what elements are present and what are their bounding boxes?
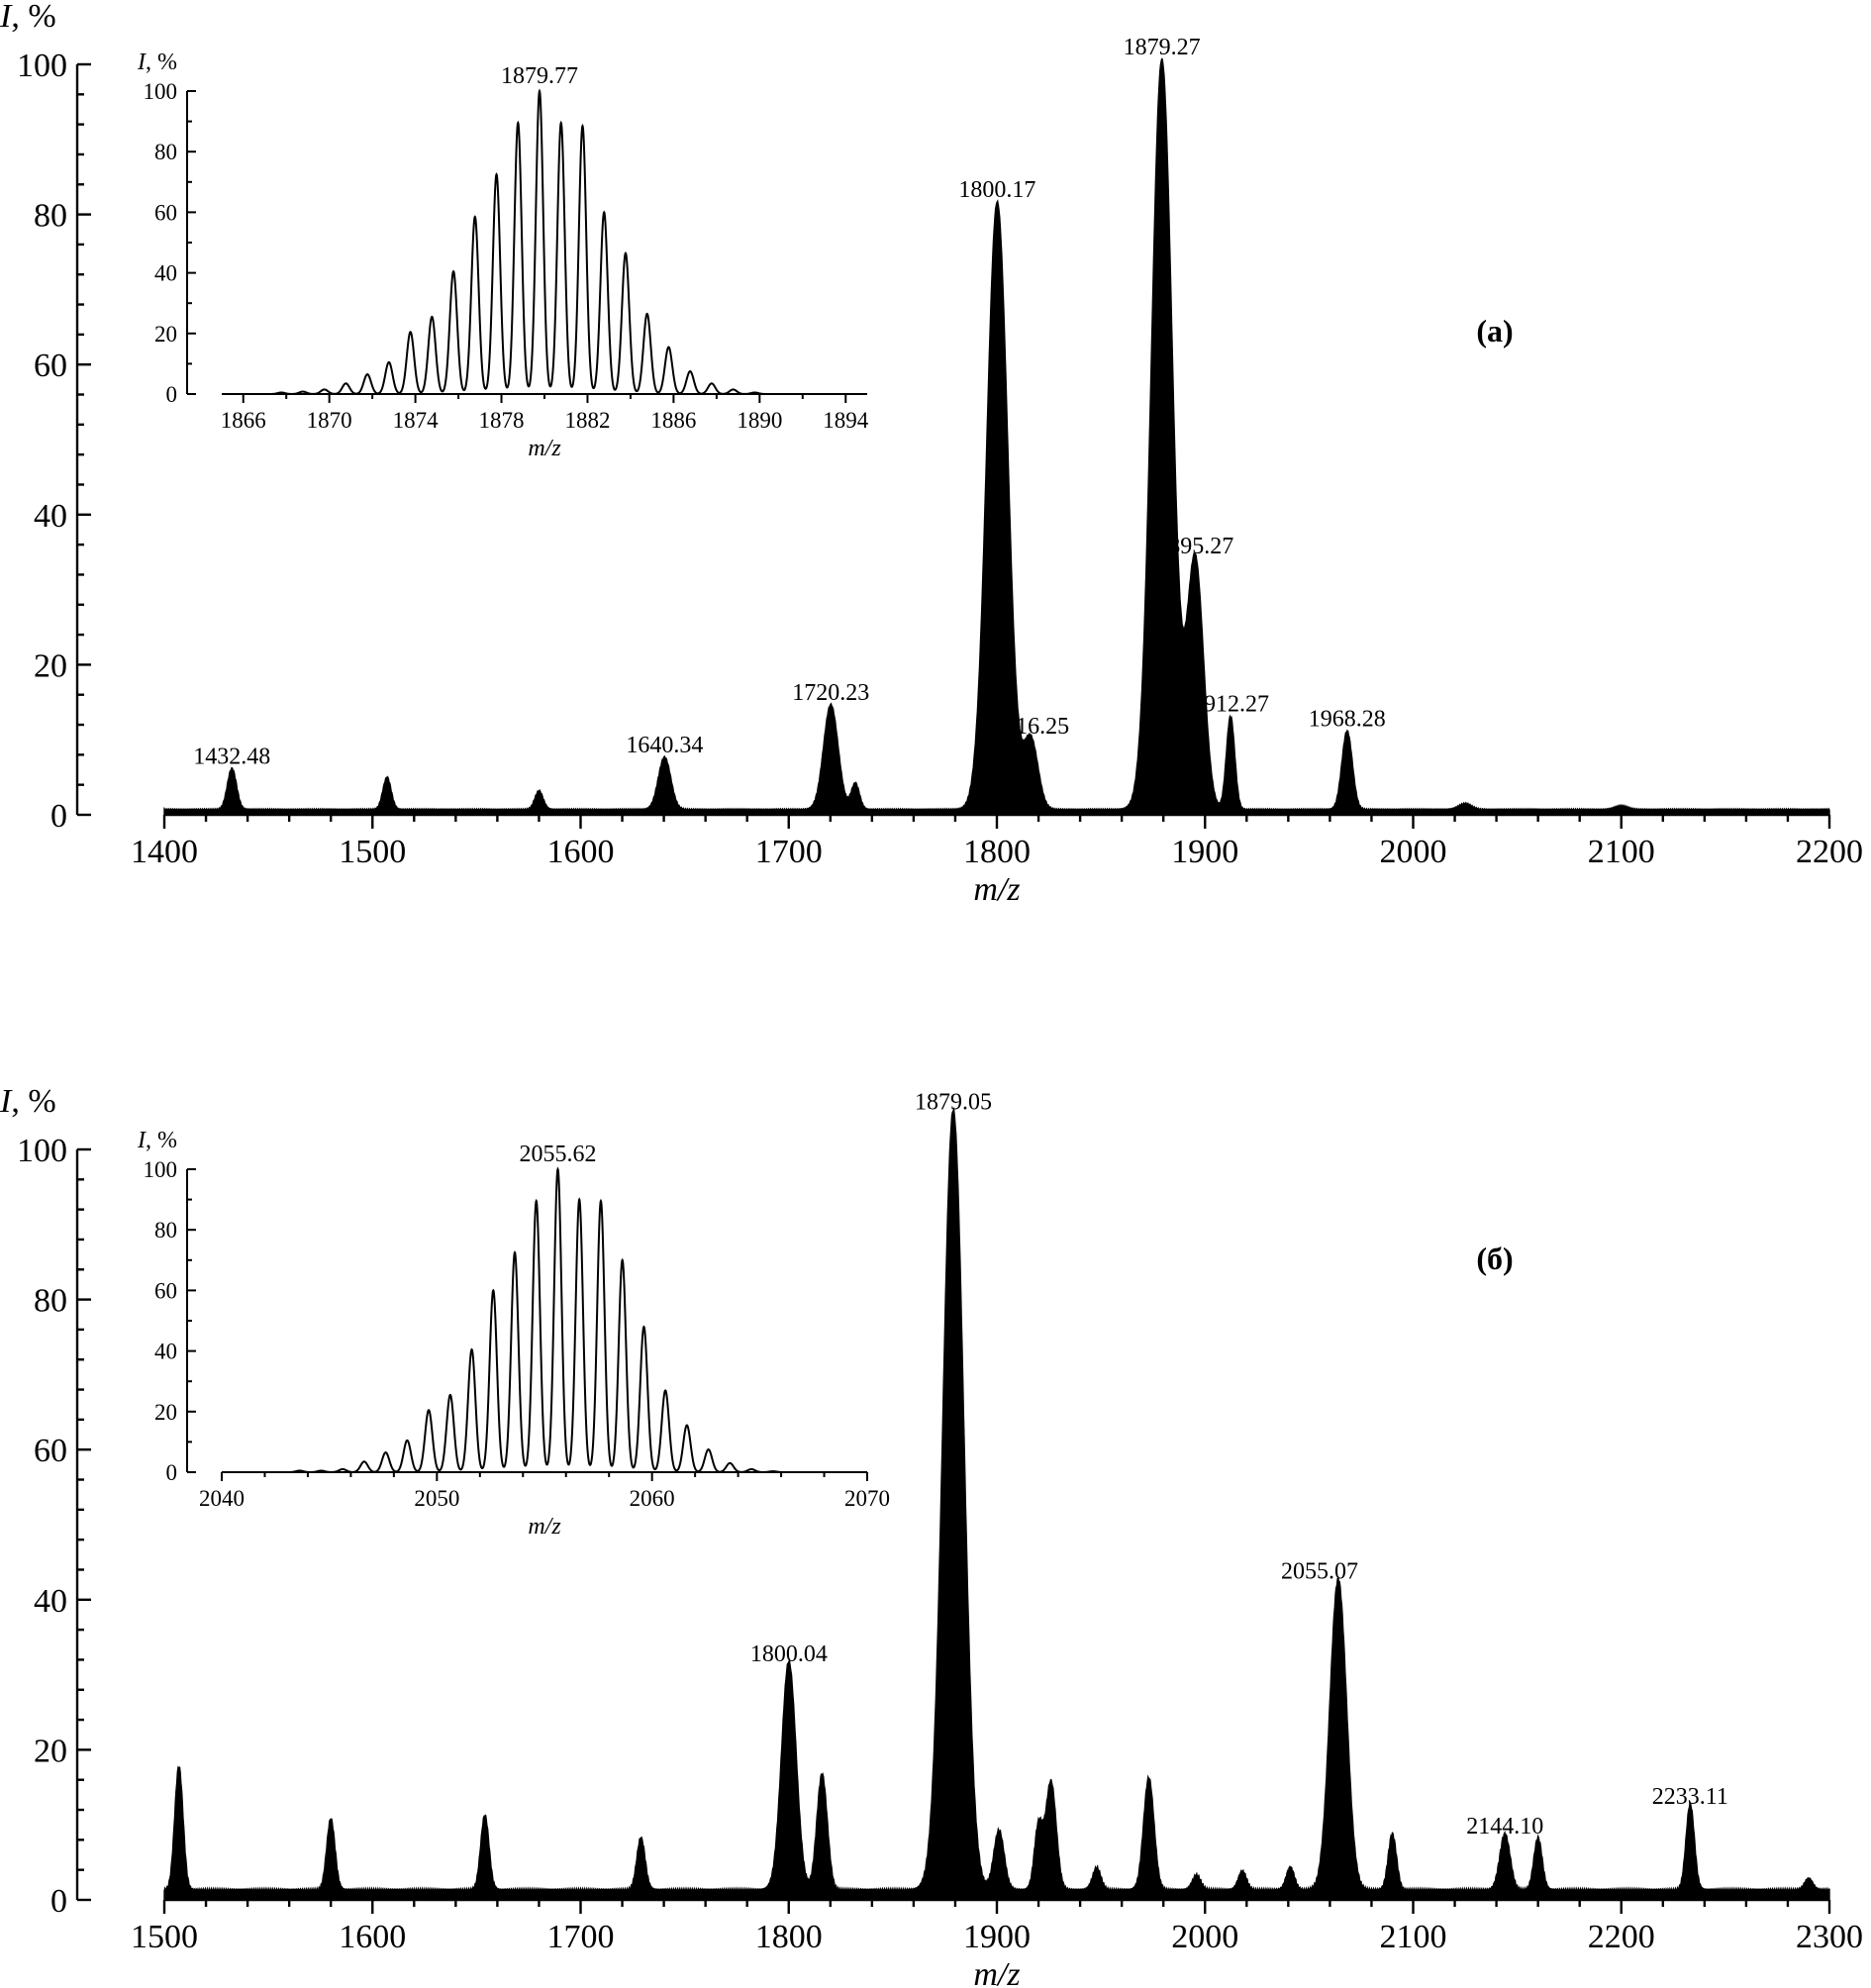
b_main-y-tick-label: 80 xyxy=(34,1283,67,1320)
a_inset-x-tick-label: 1886 xyxy=(650,408,696,433)
b_inset-isotope-series xyxy=(222,1166,867,1473)
a_main-y-tick-label: 20 xyxy=(34,647,67,684)
b_main-y-tick-label: 20 xyxy=(34,1733,67,1769)
a_inset-top-peak-label: 1879.77 xyxy=(501,63,578,89)
b_main-peak-label: 1879.05 xyxy=(915,1090,992,1116)
a_main-peak-label: 1816.25 xyxy=(992,714,1069,740)
a_main-x-tick-label: 1500 xyxy=(339,834,406,870)
a_main-peak-label: 1895.27 xyxy=(1156,534,1233,559)
a_inset-y-tick-label: 100 xyxy=(144,79,178,104)
a_inset-x-tick-label: 1866 xyxy=(221,408,266,433)
b_main-x-tick-label: 1700 xyxy=(547,1919,615,1955)
a_main-x-tick-label: 1700 xyxy=(755,834,823,870)
b_inset-y-axis-label-unit: , % xyxy=(146,1128,177,1153)
b_main-x-tick-label: 1800 xyxy=(755,1919,823,1955)
a_main-y-tick-label: 100 xyxy=(17,48,67,84)
a_main-peak-label: 1879.27 xyxy=(1124,35,1201,60)
b_inset-y-tick-label: 0 xyxy=(166,1460,178,1485)
a_main-peak-label: 1800.17 xyxy=(958,177,1035,203)
a_inset-x-tick-label: 1882 xyxy=(564,408,610,433)
a_main-peak-label: 1968.28 xyxy=(1309,706,1386,732)
a_main-y-tick-label: 40 xyxy=(34,498,67,535)
a_main-x-tick-label: 1800 xyxy=(963,834,1031,870)
a_inset-isotope-series xyxy=(222,88,867,395)
a_inset-y-tick-label: 0 xyxy=(166,382,178,407)
a_main-peak-label: 1432.48 xyxy=(193,744,270,769)
b_inset-x-tick-label: 2040 xyxy=(199,1486,245,1511)
b_main-x-tick-label: 2300 xyxy=(1796,1919,1863,1955)
b_main-peak-label: 2055.07 xyxy=(1281,1558,1358,1584)
b_main-y-axis-label-unit: , % xyxy=(11,1083,55,1120)
b_inset-y-tick-label: 80 xyxy=(154,1218,177,1242)
a_main-y-axis-label-unit: , % xyxy=(11,0,55,35)
a_inset-y-tick-label: 60 xyxy=(154,200,177,225)
a_inset-y-axis-label-unit: , % xyxy=(146,50,177,75)
b_inset-x-tick-label: 2070 xyxy=(844,1486,890,1511)
a_inset-x-axis-label: m/z xyxy=(528,436,561,461)
a_inset-x-tick-label: 1870 xyxy=(307,408,352,433)
a_main-peak-label: 1912.27 xyxy=(1192,691,1269,717)
b_main-x-tick-label: 2100 xyxy=(1380,1919,1447,1955)
a_main-peak-label: 1640.34 xyxy=(626,733,703,758)
b_inset-y-tick-label: 60 xyxy=(154,1278,177,1303)
b_main-y-tick-label: 100 xyxy=(17,1133,67,1169)
a_inset-x-tick-label: 1874 xyxy=(393,408,440,433)
b_main-x-tick-label: 1900 xyxy=(963,1919,1031,1955)
a_main-peak-label: 1720.23 xyxy=(792,680,869,706)
b_main-y-axis-label-symbol: I xyxy=(0,1083,13,1120)
a_main-x-tick-label: 2200 xyxy=(1796,834,1863,870)
b_main-x-tick-label: 1500 xyxy=(131,1919,198,1955)
a_inset-y-tick-label: 80 xyxy=(154,140,177,164)
b_main-y-tick-label: 40 xyxy=(34,1583,67,1620)
b_inset-x-tick-label: 2050 xyxy=(414,1486,459,1511)
a_inset-x-tick-label: 1894 xyxy=(823,408,869,433)
b_inset-top-peak-label: 2055.62 xyxy=(519,1142,596,1167)
a_main-y-axis-label: I, % xyxy=(0,0,56,35)
b_inset-x-tick-label: 2060 xyxy=(630,1486,675,1511)
a_main-x-tick-label: 1600 xyxy=(547,834,615,870)
b_main-y-axis-label: I, % xyxy=(0,1083,56,1120)
b_main-x-tick-label: 2200 xyxy=(1588,1919,1655,1955)
a_main-y-tick-label: 60 xyxy=(34,348,67,384)
b_main-peak-label: 1800.04 xyxy=(750,1641,828,1667)
spectrum-a-inset-chart: 0 20 40 60 80 100 1866 1870 1874 1878 1882 1886 1890… xyxy=(137,50,869,461)
b_main-panel-label: (б) xyxy=(1476,1241,1513,1276)
a_main-y-tick-label: 80 xyxy=(34,198,67,235)
b_main-peak-label: 2233.11 xyxy=(1652,1784,1728,1810)
b_main-spectrum-series xyxy=(163,1107,1830,1901)
b_inset-y-tick-label: 20 xyxy=(154,1400,177,1425)
a_inset-y-tick-label: 20 xyxy=(154,322,177,347)
a_inset-x-tick-label: 1878 xyxy=(479,408,525,433)
b_main-y-tick-label: 0 xyxy=(50,1883,67,1920)
b_main-x-axis-label: m/z xyxy=(973,1956,1020,1988)
b_main-peak-label: 2144.10 xyxy=(1466,1814,1543,1839)
b_inset-y-axis-label: I, % xyxy=(137,1128,177,1153)
b_inset-y-tick-label: 40 xyxy=(154,1340,177,1364)
b_main-y-tick-label: 60 xyxy=(34,1433,67,1469)
a_main-panel-label: (a) xyxy=(1476,313,1513,348)
a_inset-x-tick-label: 1890 xyxy=(737,408,782,433)
a_main-y-axis-label-symbol: I xyxy=(0,0,13,35)
a_main-y-tick-label: 0 xyxy=(50,798,67,835)
a_main-x-tick-label: 1900 xyxy=(1171,834,1238,870)
a_inset-y-axis-label-symbol: I xyxy=(137,50,147,75)
a_main-x-axis-label: m/z xyxy=(973,871,1020,908)
a_main-x-tick-label: 2100 xyxy=(1588,834,1655,870)
b_main-x-tick-label: 2000 xyxy=(1171,1919,1238,1955)
a_inset-y-tick-label: 40 xyxy=(154,261,177,286)
a_inset-y-axis-label: I, % xyxy=(137,50,177,75)
b_inset-x-axis-label: m/z xyxy=(528,1514,561,1540)
b_inset-y-tick-label: 100 xyxy=(144,1157,178,1182)
b_inset-y-axis-label-symbol: I xyxy=(137,1128,147,1153)
a_main-x-tick-label: 2000 xyxy=(1380,834,1447,870)
a_main-x-tick-label: 1400 xyxy=(131,834,198,870)
b_main-x-tick-label: 1600 xyxy=(339,1919,406,1955)
